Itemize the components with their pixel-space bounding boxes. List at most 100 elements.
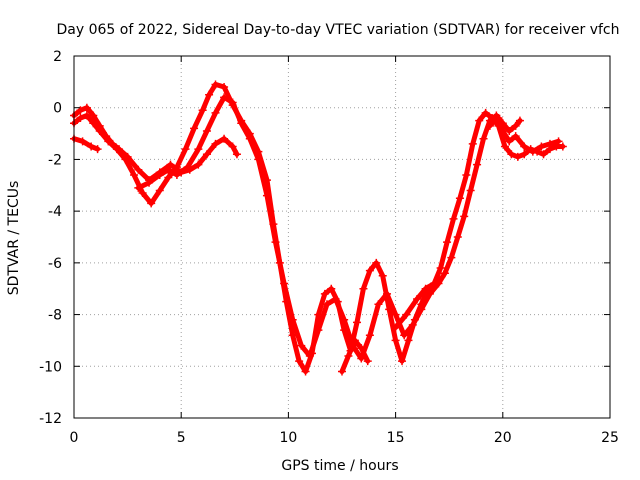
data-point xyxy=(301,367,310,376)
data-point xyxy=(295,357,304,366)
data-point xyxy=(490,116,499,125)
data-point xyxy=(220,83,229,92)
data-point xyxy=(181,145,190,154)
plot-frame xyxy=(73,55,611,419)
data-point xyxy=(460,212,469,221)
data-point xyxy=(357,344,366,353)
data-point xyxy=(228,98,237,107)
y-tick-label: -2 xyxy=(48,152,62,168)
data-point xyxy=(194,160,203,169)
data-point xyxy=(166,160,175,169)
data-point xyxy=(89,111,98,120)
data-point xyxy=(338,367,346,376)
data-point xyxy=(202,150,211,159)
grid xyxy=(74,56,610,418)
series-trace-4 xyxy=(134,93,563,363)
data-point xyxy=(183,163,192,172)
data-point xyxy=(391,336,400,345)
x-axis-label: GPS time / hours xyxy=(281,458,398,474)
data-point xyxy=(404,336,413,345)
data-point xyxy=(365,266,374,275)
data-point xyxy=(473,160,482,169)
data-point xyxy=(172,170,181,179)
data-point xyxy=(374,300,383,309)
y-tick-label: -6 xyxy=(48,256,62,272)
data-point xyxy=(320,289,329,298)
data-point xyxy=(498,119,507,128)
data-point xyxy=(245,134,254,143)
series-line xyxy=(135,94,561,361)
data-point xyxy=(455,194,464,203)
data-point xyxy=(134,165,143,174)
data-point xyxy=(211,108,220,117)
data-point xyxy=(425,289,434,298)
data-point xyxy=(481,108,490,117)
data-point xyxy=(430,279,439,288)
data-point xyxy=(443,238,452,247)
y-tick-label: -8 xyxy=(48,308,62,324)
axis-ticks xyxy=(73,55,611,419)
data-point xyxy=(232,150,241,159)
data-point xyxy=(331,295,340,304)
data-point xyxy=(155,170,164,179)
data-point xyxy=(108,139,117,148)
y-tick-label: -10 xyxy=(39,359,62,375)
data-point xyxy=(314,326,323,335)
data-point xyxy=(505,137,514,146)
data-point xyxy=(391,323,400,332)
data-point xyxy=(288,315,297,324)
data-point xyxy=(545,139,554,148)
data-point xyxy=(211,139,220,148)
y-tick-label: 2 xyxy=(53,49,62,65)
data-point xyxy=(205,90,214,99)
data-point xyxy=(130,170,139,179)
data-point xyxy=(115,145,124,154)
data-point xyxy=(340,315,349,324)
data-point xyxy=(95,121,104,130)
data-point xyxy=(365,331,374,340)
data-point xyxy=(198,106,207,115)
series-line xyxy=(71,136,101,152)
series-trace-7 xyxy=(485,114,524,135)
data-traces xyxy=(70,80,567,376)
data-point xyxy=(436,264,445,273)
x-tick-label: 0 xyxy=(70,430,79,446)
data-point xyxy=(82,103,91,112)
data-point xyxy=(511,121,520,130)
data-point xyxy=(468,139,477,148)
data-point xyxy=(511,132,520,141)
data-point xyxy=(237,119,246,128)
x-tick-label: 10 xyxy=(279,430,297,446)
data-point xyxy=(138,189,147,198)
data-point xyxy=(359,284,368,293)
data-point xyxy=(513,152,522,161)
data-point xyxy=(554,137,563,146)
data-point xyxy=(350,336,359,345)
x-tick-label: 5 xyxy=(177,430,186,446)
data-point xyxy=(344,351,353,360)
data-point xyxy=(102,132,111,141)
x-tick-label: 15 xyxy=(387,430,405,446)
data-point xyxy=(539,150,548,159)
data-point xyxy=(190,124,199,133)
data-point xyxy=(515,116,524,125)
data-point xyxy=(134,183,143,192)
data-point xyxy=(378,271,387,280)
data-point xyxy=(93,145,102,154)
data-point xyxy=(327,284,336,293)
series-trace-3 xyxy=(70,134,102,154)
data-point xyxy=(363,357,372,366)
data-point xyxy=(280,279,289,288)
data-point xyxy=(322,300,331,309)
data-point xyxy=(164,173,173,182)
series-trace-5 xyxy=(391,274,443,332)
data-point xyxy=(372,258,381,267)
data-point xyxy=(440,269,449,278)
data-point xyxy=(413,295,422,304)
y-tick-label: -12 xyxy=(39,411,62,427)
data-point xyxy=(353,318,362,327)
y-axis-label: SDTVAR / TECUs xyxy=(6,181,22,296)
data-point xyxy=(479,134,488,143)
data-point xyxy=(494,114,503,123)
